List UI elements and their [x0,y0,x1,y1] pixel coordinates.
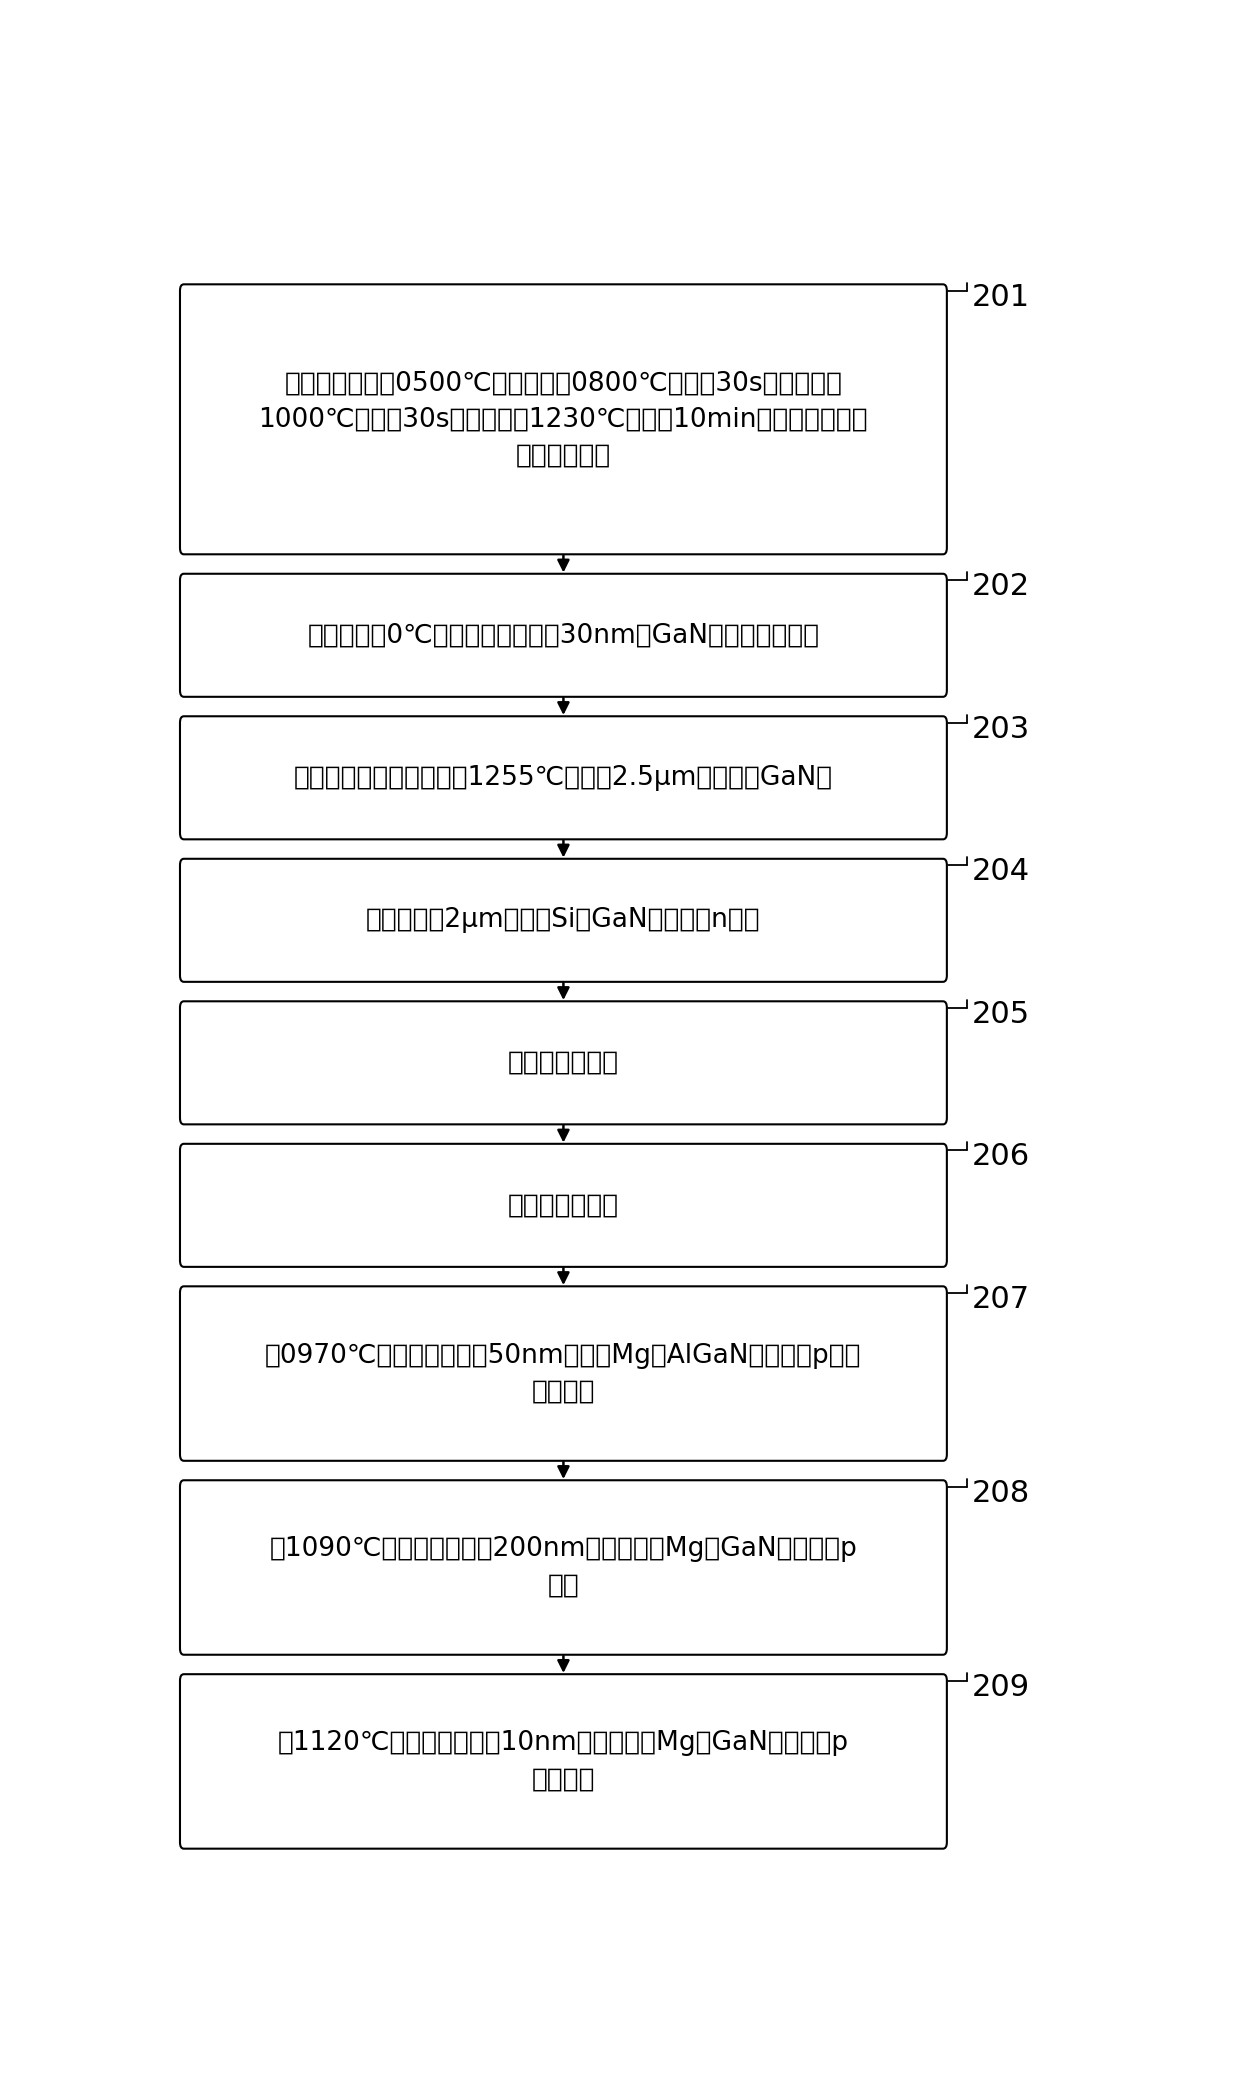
Text: 203: 203 [972,714,1030,743]
Text: 205: 205 [972,1000,1030,1029]
Text: 降低温度腣0℃，沉积一层厚度为30nm的GaN层，形成缓冲层: 降低温度腣0℃，沉积一层厚度为30nm的GaN层，形成缓冲层 [308,622,820,647]
FancyBboxPatch shape [180,1002,947,1123]
Text: 将衬底先升温到0500℃，再升温到0800℃并稳兠30s，再升温到
1000℃并稳兠30s，再升温到1230℃并稳兠10min，在纯氢气气氛
下进行热处理: 将衬底先升温到0500℃，再升温到0800℃并稳兠30s，再升温到 1000℃并… [259,370,868,468]
Text: 208: 208 [972,1478,1030,1508]
FancyBboxPatch shape [180,284,947,553]
Text: 在1090℃的温度下，生长200nm的生长掺杂Mg的GaN层，形成p
型层: 在1090℃的温度下，生长200nm的生长掺杂Mg的GaN层，形成p 型层 [269,1537,857,1599]
FancyBboxPatch shape [180,716,947,839]
FancyBboxPatch shape [180,1480,947,1654]
Text: 生长应力释放层: 生长应力释放层 [508,1050,619,1075]
Text: 生长多量子阱层: 生长多量子阱层 [508,1192,619,1217]
FancyBboxPatch shape [180,574,947,697]
Text: 204: 204 [972,858,1030,885]
Text: 在1120℃的温度下，生长10nm的生长掺杂Mg的GaN层，形成p
型接触层: 在1120℃的温度下，生长10nm的生长掺杂Mg的GaN层，形成p 型接触层 [278,1731,849,1792]
Text: 207: 207 [972,1284,1030,1313]
Text: 生长厚度为2μm的掺杂Si的GaN层，形成n型层: 生长厚度为2μm的掺杂Si的GaN层，形成n型层 [366,908,760,933]
Text: 在0970℃的温度下，生长50nm的掺杂Mg的AlGaN层，形成p型电
子阻挡层: 在0970℃的温度下，生长50nm的掺杂Mg的AlGaN层，形成p型电 子阻挡层 [265,1343,862,1405]
Text: 进行多个阶段的升温直到1255℃，生长2.5μm的未掺杂GaN层: 进行多个阶段的升温直到1255℃，生长2.5μm的未掺杂GaN层 [294,764,833,791]
FancyBboxPatch shape [180,1286,947,1462]
Text: 209: 209 [972,1672,1030,1702]
FancyBboxPatch shape [180,1144,947,1267]
Text: 206: 206 [972,1142,1030,1171]
FancyBboxPatch shape [180,858,947,981]
FancyBboxPatch shape [180,1675,947,1848]
Text: 201: 201 [972,282,1030,311]
Text: 202: 202 [972,572,1030,601]
